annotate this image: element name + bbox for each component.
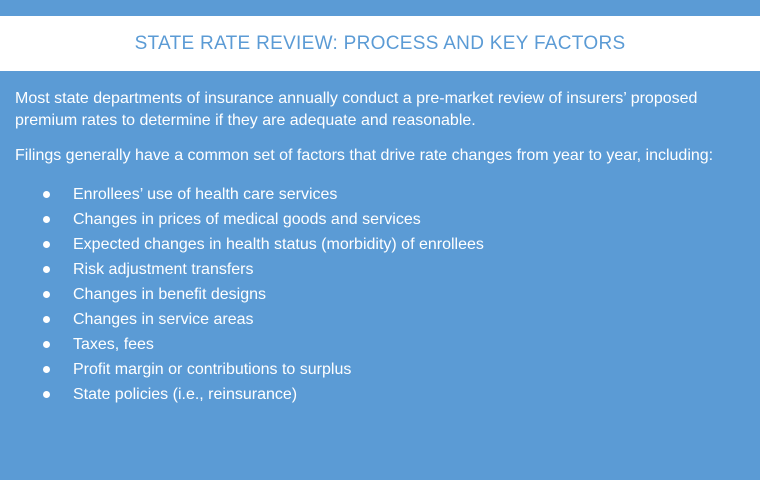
list-item-text: Risk adjustment transfers: [73, 261, 254, 278]
factors-list: Enrollees’ use of health care services C…: [15, 182, 750, 407]
bullet-icon: [43, 241, 50, 248]
list-item: Changes in benefit designs: [15, 282, 750, 307]
list-item: State policies (i.e., reinsurance): [15, 382, 750, 407]
list-item: Enrollees’ use of health care services: [15, 182, 750, 207]
list-item-text: Expected changes in health status (morbi…: [73, 236, 484, 253]
bullet-icon: [43, 391, 50, 398]
list-item-text: Taxes, fees: [73, 336, 154, 353]
list-item: Expected changes in health status (morbi…: [15, 232, 750, 257]
list-item-text: State policies (i.e., reinsurance): [73, 386, 298, 403]
title-bar: STATE RATE REVIEW: PROCESS AND KEY FACTO…: [0, 16, 760, 71]
list-item: Profit margin or contributions to surplu…: [15, 357, 750, 382]
bullet-icon: [43, 216, 50, 223]
page-title: STATE RATE REVIEW: PROCESS AND KEY FACTO…: [134, 33, 626, 54]
list-item-text: Changes in prices of medical goods and s…: [73, 211, 421, 228]
factors-paragraph: Filings generally have a common set of f…: [15, 147, 714, 164]
list-item: Taxes, fees: [15, 332, 750, 357]
list-item-text: Changes in benefit designs: [73, 286, 267, 303]
bullet-icon: [43, 316, 50, 323]
bullet-icon: [43, 291, 50, 298]
content-panel: Most state departments of insurance annu…: [15, 88, 750, 407]
bullet-icon: [43, 191, 50, 198]
bullet-icon: [43, 266, 50, 273]
list-item-text: Changes in service areas: [73, 311, 254, 328]
bullet-icon: [43, 366, 50, 373]
bullet-icon: [43, 341, 50, 348]
list-item-text: Enrollees’ use of health care services: [73, 186, 338, 203]
list-item: Risk adjustment transfers: [15, 257, 750, 282]
list-item: Changes in prices of medical goods and s…: [15, 207, 750, 232]
list-item: Changes in service areas: [15, 307, 750, 332]
list-item-text: Profit margin or contributions to surplu…: [73, 361, 352, 378]
intro-paragraph: Most state departments of insurance annu…: [15, 90, 698, 129]
